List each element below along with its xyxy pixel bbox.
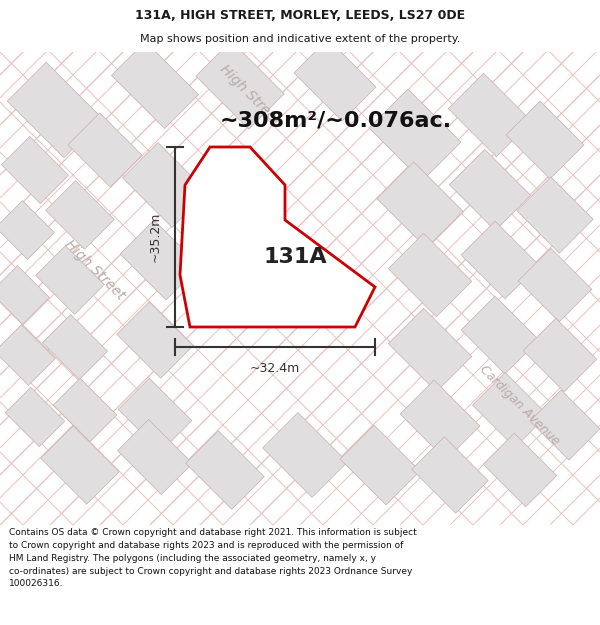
Polygon shape	[53, 378, 117, 442]
Polygon shape	[186, 431, 264, 509]
Polygon shape	[449, 149, 530, 231]
Text: Cardigan Avenue: Cardigan Avenue	[478, 362, 563, 448]
Polygon shape	[369, 89, 461, 181]
Polygon shape	[506, 101, 584, 179]
Polygon shape	[196, 41, 284, 129]
Text: 131A, HIGH STREET, MORLEY, LEEDS, LS27 0DE: 131A, HIGH STREET, MORLEY, LEEDS, LS27 0…	[135, 9, 465, 22]
Polygon shape	[263, 412, 347, 498]
Polygon shape	[112, 41, 199, 129]
Polygon shape	[0, 324, 55, 386]
Text: High Street: High Street	[62, 238, 128, 302]
Polygon shape	[388, 308, 472, 392]
Text: Map shows position and indicative extent of the property.: Map shows position and indicative extent…	[140, 34, 460, 44]
Text: ~35.2m: ~35.2m	[149, 212, 161, 262]
Polygon shape	[0, 201, 55, 259]
Polygon shape	[120, 220, 200, 300]
Polygon shape	[388, 233, 472, 317]
Polygon shape	[518, 248, 592, 322]
Text: High Street: High Street	[217, 62, 283, 127]
Polygon shape	[122, 142, 208, 228]
Polygon shape	[412, 437, 488, 513]
Polygon shape	[43, 314, 107, 379]
Polygon shape	[118, 419, 193, 494]
Text: Contains OS data © Crown copyright and database right 2021. This information is : Contains OS data © Crown copyright and d…	[9, 528, 417, 588]
Polygon shape	[340, 425, 420, 505]
Text: 131A: 131A	[263, 247, 327, 267]
Polygon shape	[118, 378, 192, 452]
Polygon shape	[7, 62, 103, 158]
Polygon shape	[180, 147, 375, 327]
Polygon shape	[377, 162, 463, 248]
Text: ~32.4m: ~32.4m	[250, 362, 300, 376]
Polygon shape	[294, 39, 376, 121]
Polygon shape	[68, 113, 142, 187]
Polygon shape	[117, 302, 193, 378]
Polygon shape	[400, 380, 480, 460]
Polygon shape	[36, 246, 104, 314]
Polygon shape	[461, 221, 539, 299]
Polygon shape	[1, 136, 68, 204]
Text: ~308m²/~0.076ac.: ~308m²/~0.076ac.	[220, 110, 452, 130]
Polygon shape	[473, 372, 547, 448]
Polygon shape	[41, 426, 119, 504]
Polygon shape	[448, 73, 532, 157]
Polygon shape	[530, 390, 600, 460]
Polygon shape	[0, 266, 49, 324]
Polygon shape	[5, 388, 65, 447]
Polygon shape	[523, 318, 597, 392]
Polygon shape	[483, 433, 557, 507]
Polygon shape	[461, 296, 539, 374]
Polygon shape	[46, 181, 114, 249]
Polygon shape	[517, 177, 593, 253]
